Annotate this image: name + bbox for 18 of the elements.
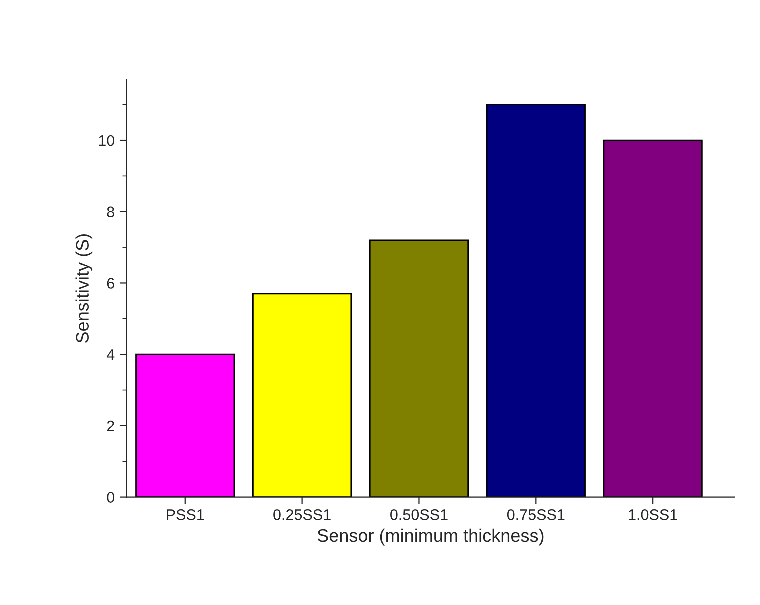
bar [369, 240, 470, 498]
x-tick-label: 1.0SS1 [629, 510, 678, 520]
bar [486, 104, 586, 498]
x-axis-title: Sensor (minimum thickness) [318, 528, 544, 546]
y-tick-label: 10 [99, 135, 115, 146]
x-tick-label: 0.25SS1 [274, 510, 331, 520]
bar [603, 140, 703, 498]
bar [252, 293, 352, 498]
y-axis-title: Sensitivity (S) [76, 234, 93, 343]
y-tick-label: 8 [107, 206, 114, 218]
x-tick-label: 0.50SS1 [390, 510, 448, 520]
y-tick-label: 2 [107, 420, 114, 432]
bar [136, 354, 236, 498]
y-tick-label: 6 [107, 278, 114, 289]
y-tick-label: 0 [107, 492, 115, 503]
y-tick-label: 4 [106, 350, 115, 360]
x-tick-label: PSS1 [167, 510, 204, 520]
x-tick-label: 0.75SS1 [507, 510, 565, 520]
